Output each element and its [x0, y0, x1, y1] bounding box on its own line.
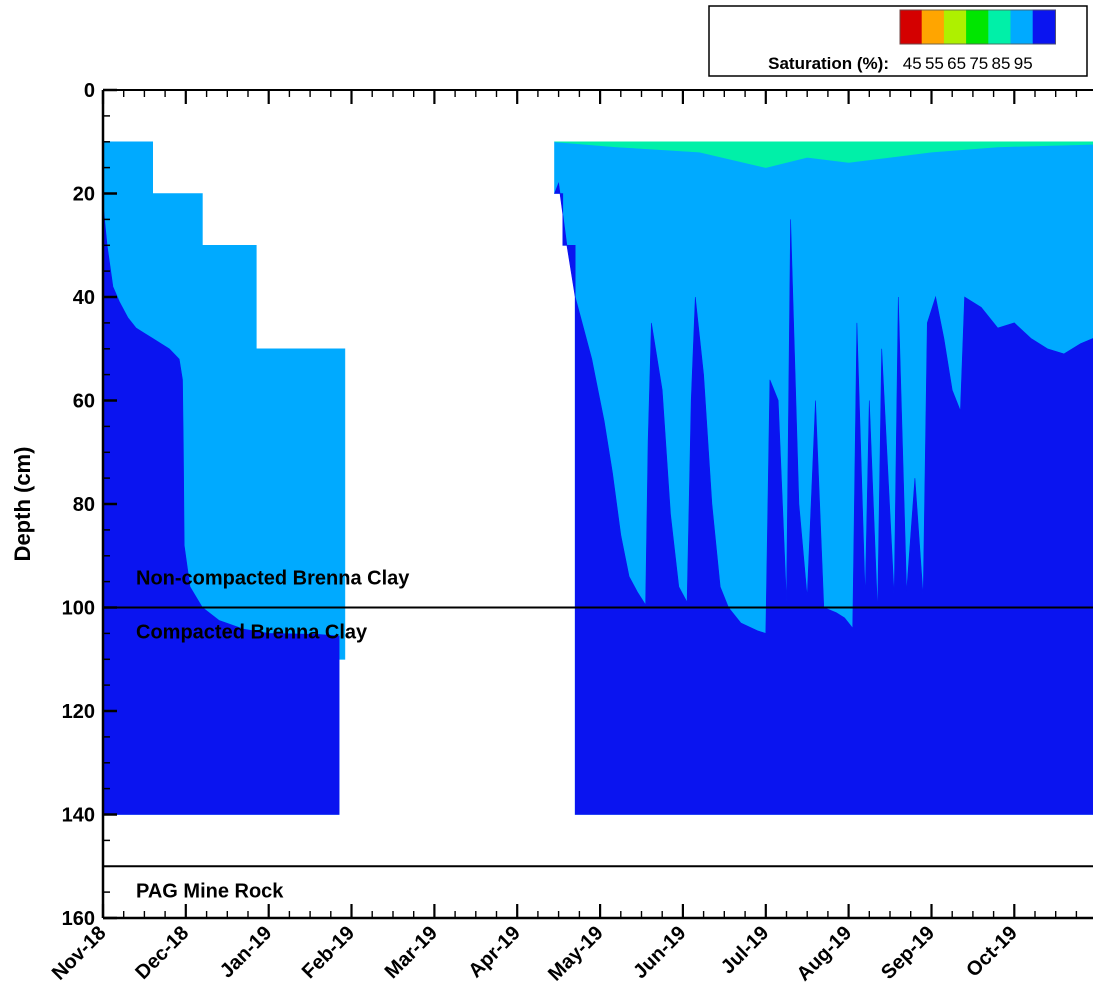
legend-swatch [1032, 9, 1056, 45]
y-tick-label: 0 [84, 80, 95, 102]
legend-level-label: 85 [992, 54, 1011, 73]
legend-swatch-frame [899, 9, 1056, 45]
saturation-contour-fills [103, 141, 1093, 815]
legend-level-label: 65 [947, 54, 966, 73]
y-tick-label: 140 [62, 805, 95, 827]
chart-labels: Non-compacted Brenna Clay Compacted Brenn… [136, 568, 410, 903]
y-tick-label: 60 [73, 391, 95, 413]
legend-level-label: 75 [969, 54, 988, 73]
layer-label-below-0: Compacted Brenna Clay [136, 622, 368, 644]
x-tick-label: Dec-18 [131, 922, 193, 984]
x-tick-label: Nov-18 [48, 922, 111, 985]
layer-label-above-0: Non-compacted Brenna Clay [136, 568, 410, 590]
y-tick-label: 120 [62, 701, 95, 723]
x-tick-label: Apr-19 [464, 922, 524, 982]
legend: Saturation (%): 45 55 65 75 85 95 [708, 5, 1088, 77]
y-tick-label: 160 [62, 908, 95, 930]
legend-level-label: 95 [1014, 54, 1033, 73]
x-tick-label: Oct-19 [962, 922, 1022, 982]
legend-swatch [988, 9, 1012, 45]
y-tick-label: 80 [73, 494, 95, 516]
layer-boundary-lines [103, 606, 1093, 868]
y-tick-label: 100 [62, 598, 95, 620]
legend-swatch [943, 9, 968, 45]
legend-swatch [966, 9, 990, 45]
legend-swatch [899, 9, 923, 45]
x-tick-label: Feb-19 [298, 922, 359, 983]
x-tick-label: Sep-19 [877, 922, 939, 984]
legend-level-label: 45 [903, 54, 922, 73]
x-tick-label: Aug-19 [793, 922, 856, 985]
legend-swatch [1010, 9, 1034, 45]
x-tick-label: Jan-19 [216, 922, 276, 982]
y-tick-label: 20 [73, 184, 95, 206]
legend-level-label: 55 [925, 54, 944, 73]
contour-region-surface-growing_season [554, 141, 1093, 168]
x-tick-label: Mar-19 [381, 922, 442, 983]
layer-label-below-1: PAG Mine Rock [136, 880, 284, 902]
contour-region-saturated-growing_season [554, 182, 1093, 815]
x-tick-label: Jun-19 [629, 922, 690, 983]
x-tick-label: May-19 [544, 922, 608, 986]
y-tick-label: 40 [73, 287, 95, 309]
contour-region-saturated-winter [103, 203, 340, 815]
x-tick-label: Jul-19 [717, 922, 773, 978]
y-axis-title: Depth (cm) [10, 447, 35, 562]
legend-title: Saturation (%): [768, 54, 889, 73]
legend-swatch [921, 9, 945, 45]
